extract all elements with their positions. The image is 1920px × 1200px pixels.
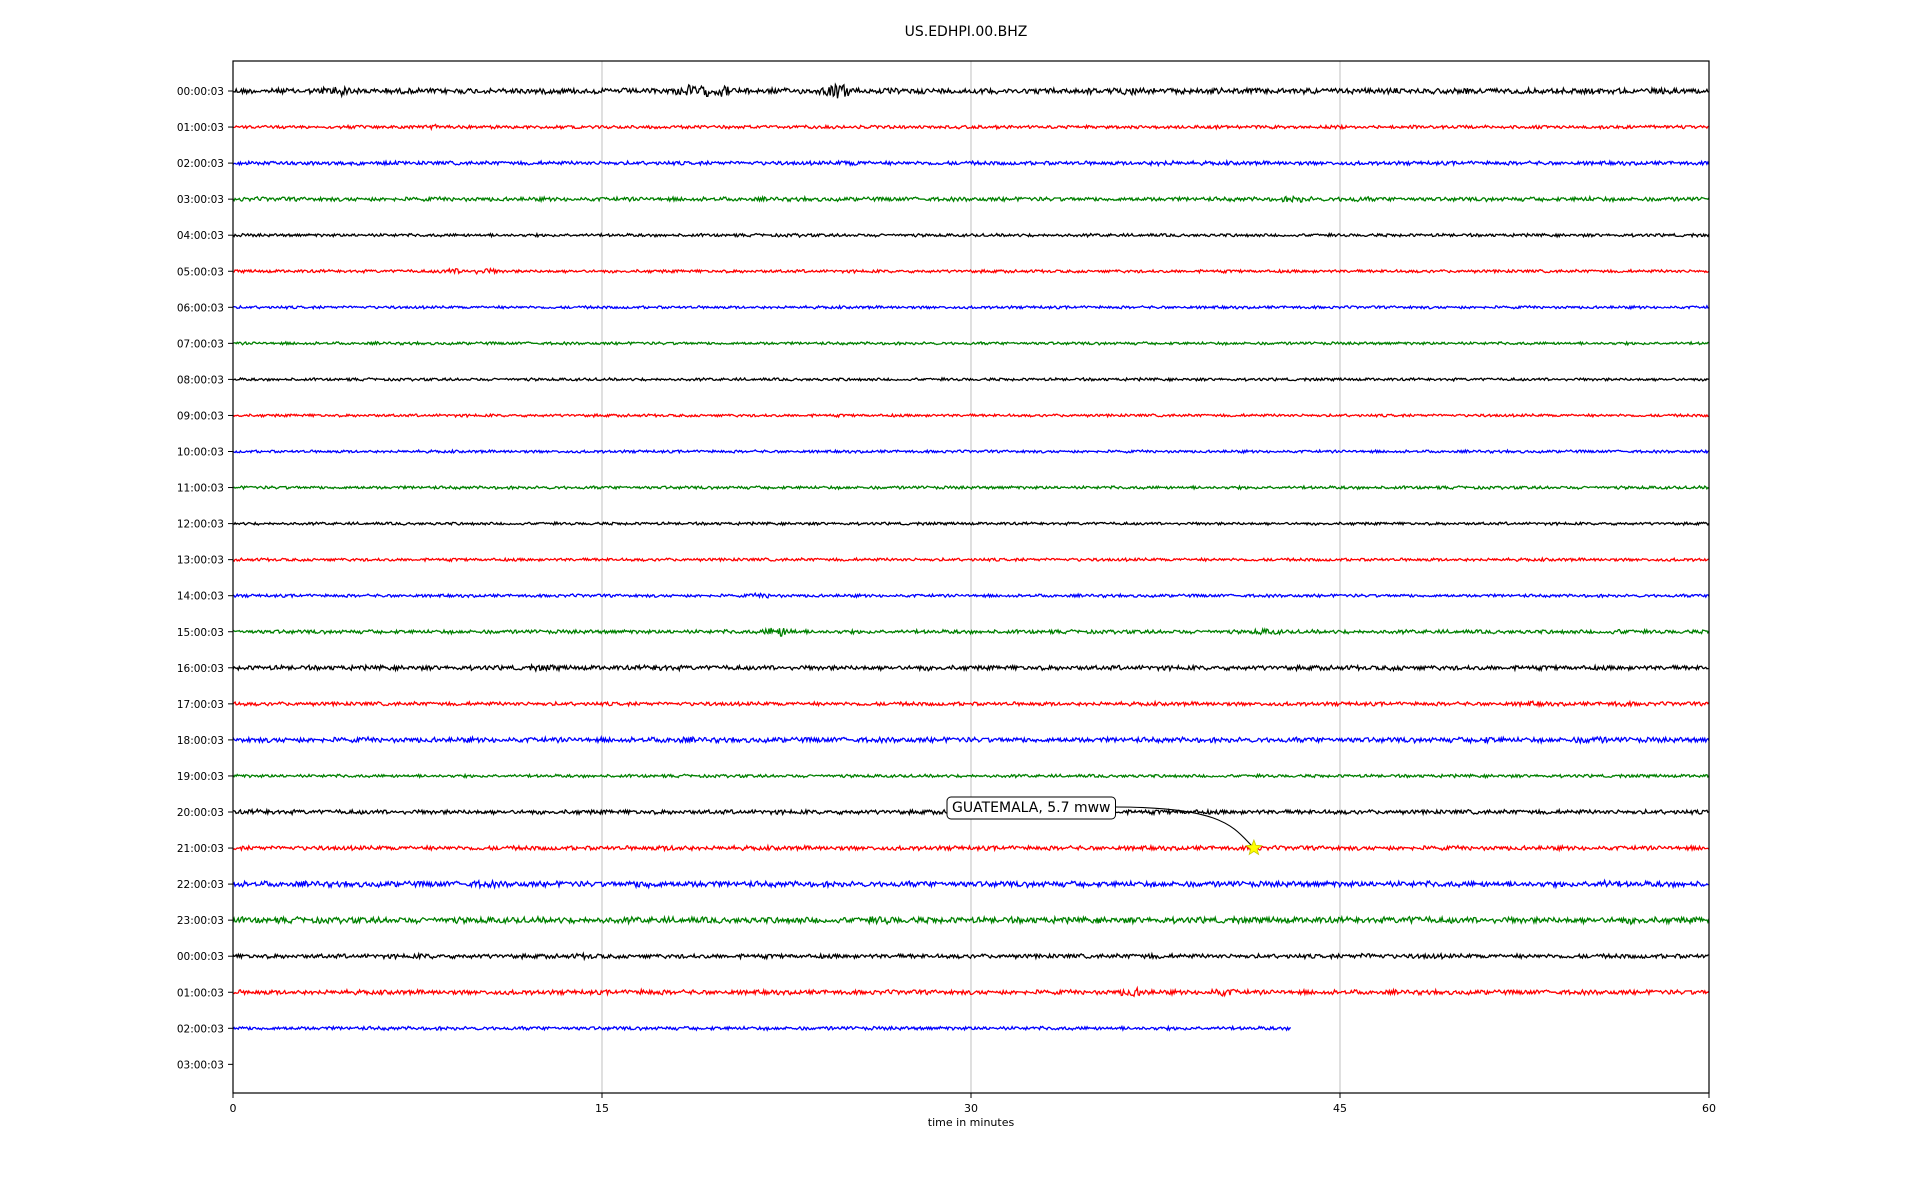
chart-title: US.EDHPI.00.BHZ: [905, 24, 1028, 40]
row-time-label: 23:00:03: [177, 915, 224, 927]
trace-row: [232, 556, 1710, 563]
trace-row: [232, 304, 1710, 311]
trace-row: [232, 340, 1710, 347]
annotation-label: GUATEMALA, 5.7 mww: [952, 800, 1111, 816]
row-time-label: 05:00:03: [177, 266, 224, 278]
trace-row: [232, 914, 1710, 926]
x-tick-label: 0: [230, 1102, 237, 1115]
row-time-label: 15:00:03: [177, 627, 224, 639]
annotation-connector: [1115, 806, 1255, 849]
x-axis-label: time in minutes: [928, 1116, 1015, 1129]
trace-row: [232, 878, 1710, 890]
row-time-label: 03:00:03: [177, 194, 224, 206]
row-time-label: 06:00:03: [177, 302, 224, 314]
row-time-labels: 00:00:03 01:00:03 02:00:03 03:00:03 04:00:03…: [177, 86, 233, 1071]
row-time-label: 00:00:03: [177, 86, 224, 98]
trace-row: [232, 626, 1710, 637]
trace-row: [232, 985, 1710, 998]
row-time-label: 19:00:03: [177, 771, 224, 783]
row-time-label: 22:00:03: [177, 879, 224, 891]
trace-row: [232, 231, 1710, 239]
row-time-label: 10:00:03: [177, 447, 224, 459]
trace-row: [232, 448, 1710, 455]
x-axis-ticks: 0 15 30 45 60: [230, 1093, 1716, 1115]
x-tick-label: 60: [1702, 1102, 1716, 1115]
trace-row: [232, 82, 1710, 99]
row-time-label: 12:00:03: [177, 519, 224, 531]
row-time-label: 09:00:03: [177, 410, 224, 422]
row-time-label: 21:00:03: [177, 843, 224, 855]
trace-row: [232, 484, 1710, 491]
trace-row: [232, 376, 1709, 383]
row-time-label: 13:00:03: [177, 555, 224, 567]
trace-row: [233, 267, 1710, 276]
row-time-label: 01:00:03: [177, 122, 224, 134]
row-time-label: 17:00:03: [177, 699, 224, 711]
row-time-label: 01:00:03: [177, 987, 224, 999]
trace-row: [232, 412, 1710, 419]
trace-row: [232, 520, 1710, 527]
row-time-label: 08:00:03: [177, 374, 224, 386]
x-tick-label: 15: [595, 1102, 609, 1115]
trace-row: [232, 843, 1710, 853]
row-time-label: 07:00:03: [177, 338, 224, 350]
trace-row: [232, 772, 1710, 780]
row-time-label: 00:00:03: [177, 951, 224, 963]
trace-row: [232, 1024, 1292, 1032]
trace-row: [232, 123, 1710, 132]
row-time-label: 03:00:03: [177, 1059, 224, 1071]
row-time-label: 11:00:03: [177, 483, 224, 495]
row-time-label: 18:00:03: [177, 735, 224, 747]
row-time-label: 14:00:03: [177, 591, 224, 603]
trace-row: [232, 662, 1710, 673]
row-time-label: 20:00:03: [177, 807, 224, 819]
trace-row: [232, 591, 1710, 600]
trace-row: [232, 158, 1710, 168]
trace-row: [232, 699, 1710, 709]
row-time-label: 02:00:03: [177, 1023, 224, 1035]
annotation-box: [946, 796, 1116, 820]
event-star-marker: [1245, 838, 1263, 856]
row-time-label: 16:00:03: [177, 663, 224, 675]
trace-row: [232, 951, 1710, 962]
seismic-traces: [232, 82, 1710, 1032]
event-annotation: GUATEMALA, 5.7 mww: [946, 796, 1263, 856]
row-time-label: 04:00:03: [177, 230, 224, 242]
trace-row: [232, 194, 1710, 204]
x-tick-label: 45: [1333, 1102, 1347, 1115]
trace-row: [232, 734, 1710, 745]
row-time-label: 02:00:03: [177, 158, 224, 170]
x-tick-label: 30: [964, 1102, 978, 1115]
vertical-grid: [601, 61, 1341, 1093]
